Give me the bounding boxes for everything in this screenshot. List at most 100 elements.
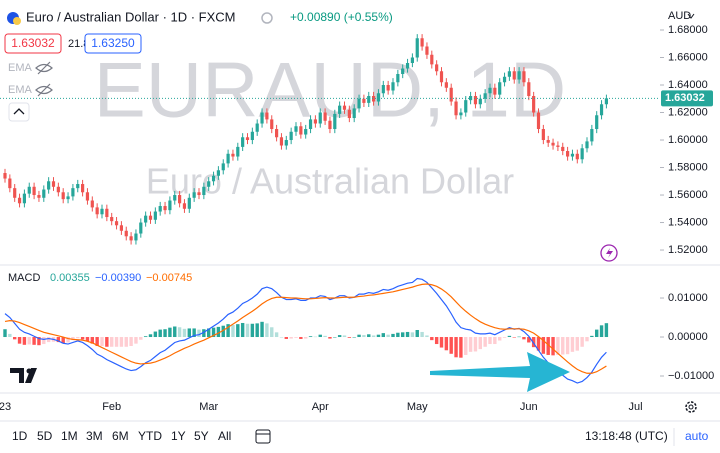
candle-body (522, 71, 526, 83)
histogram-bar (405, 331, 410, 338)
sell-button[interactable] (4, 33, 62, 54)
histogram-bar (32, 337, 36, 345)
histogram-bar (498, 337, 502, 341)
candle-body (124, 230, 128, 237)
candle-body (211, 175, 216, 182)
legend-value: −0.00745 (146, 272, 192, 284)
buy-price[interactable]: 1.63250 (91, 36, 135, 50)
y-tick-label: 1.56000 (668, 189, 708, 201)
candle-body (362, 98, 366, 103)
histogram-bar (158, 329, 162, 338)
indicator-label[interactable]: EMA (8, 84, 33, 96)
candle-body (299, 126, 303, 135)
candle-body (318, 112, 322, 124)
histogram-bar (328, 337, 332, 339)
candle-body (76, 184, 80, 189)
indicator-label[interactable]: EMA (8, 62, 33, 74)
histogram-bar (148, 334, 153, 338)
histogram-bar (173, 326, 177, 338)
range-button[interactable]: All (218, 429, 231, 443)
histogram-bar (192, 328, 196, 338)
tradingview-logo-dot (26, 368, 32, 374)
histogram-bar (483, 337, 487, 347)
histogram-bar (357, 334, 361, 338)
y-tick-label: 1.54000 (668, 216, 708, 228)
eye-off-icon[interactable] (35, 61, 53, 75)
histogram-bar (313, 336, 318, 338)
signal-line (4, 283, 607, 374)
range-button[interactable]: 1Y (171, 429, 186, 443)
candle-body (241, 137, 245, 147)
histogram-bar (250, 323, 255, 338)
candle-body (255, 123, 259, 132)
histogram-bar (430, 337, 434, 341)
candle-body (541, 129, 545, 141)
y-tick-label: 1.68000 (668, 24, 708, 36)
range-button[interactable]: 1M (61, 429, 78, 443)
candle-body (401, 68, 405, 75)
y-tick-label: 1.52000 (668, 244, 708, 256)
candle-body (493, 87, 497, 95)
histogram-bar (502, 337, 507, 338)
range-button[interactable]: 6M (112, 429, 129, 443)
candle-body (265, 112, 269, 120)
currency[interactable]: AUD (668, 10, 691, 22)
candle-body (405, 63, 410, 69)
histogram-bar (391, 333, 395, 338)
histogram-bar (308, 336, 313, 338)
histogram-bar (333, 337, 337, 338)
candle-body (338, 105, 342, 114)
last-price-box (661, 90, 713, 107)
eye-off-icon[interactable] (35, 83, 53, 97)
candle-body (376, 93, 381, 102)
candle-body (357, 98, 361, 109)
histogram-bar (536, 337, 541, 351)
candle-body (425, 46, 429, 55)
buy-button[interactable] (84, 33, 142, 54)
scale-mode[interactable]: auto (685, 429, 709, 443)
histogram-bar (279, 337, 284, 338)
y-tick-label: 1.66000 (668, 51, 708, 63)
histogram-bar (522, 337, 526, 340)
histogram-bar (66, 337, 70, 343)
spread: 21.8 (68, 38, 89, 50)
arrow-annotation (430, 352, 570, 392)
goto-date-icon[interactable] (255, 429, 271, 444)
candle-body (342, 105, 347, 110)
candle-body (473, 96, 478, 105)
candle-body (517, 71, 521, 80)
range-button[interactable]: 1D (12, 429, 28, 443)
range-button[interactable]: 5Y (194, 429, 209, 443)
histogram-bar (56, 337, 61, 343)
sell-price[interactable]: 1.63032 (11, 36, 55, 50)
candle-body (396, 74, 400, 83)
candle-body (216, 170, 220, 176)
histogram-bar (110, 337, 114, 347)
settings-icon[interactable] (685, 401, 697, 413)
range-button[interactable]: 5D (37, 429, 53, 443)
candle-body (163, 206, 167, 211)
symbol-title[interactable]: Euro / Australian Dollar · 1D · FXCM (26, 9, 236, 24)
range-button[interactable]: 3M (86, 429, 103, 443)
histogram-bar (546, 337, 550, 355)
last-price-label: 1.63032 (665, 92, 705, 104)
histogram-bar (13, 337, 17, 340)
candle-body (153, 211, 157, 220)
candle-body (17, 197, 22, 204)
histogram-bar (71, 337, 75, 341)
collapse-button[interactable] (8, 102, 30, 122)
candle-body (352, 108, 356, 119)
tradingview-logo[interactable] (10, 368, 37, 383)
histogram-bar (270, 327, 274, 338)
candle-body (3, 173, 7, 179)
candle-body (308, 119, 313, 130)
range-button[interactable]: YTD (138, 429, 162, 443)
histogram-bar (114, 337, 119, 347)
candle-body (158, 206, 162, 212)
histogram-bar (187, 328, 191, 338)
histogram-bar (595, 329, 599, 338)
histogram-bar (46, 337, 51, 343)
histogram-bar (231, 324, 235, 338)
indicator-title[interactable]: MACD (8, 272, 40, 284)
histogram-bar (105, 337, 109, 347)
